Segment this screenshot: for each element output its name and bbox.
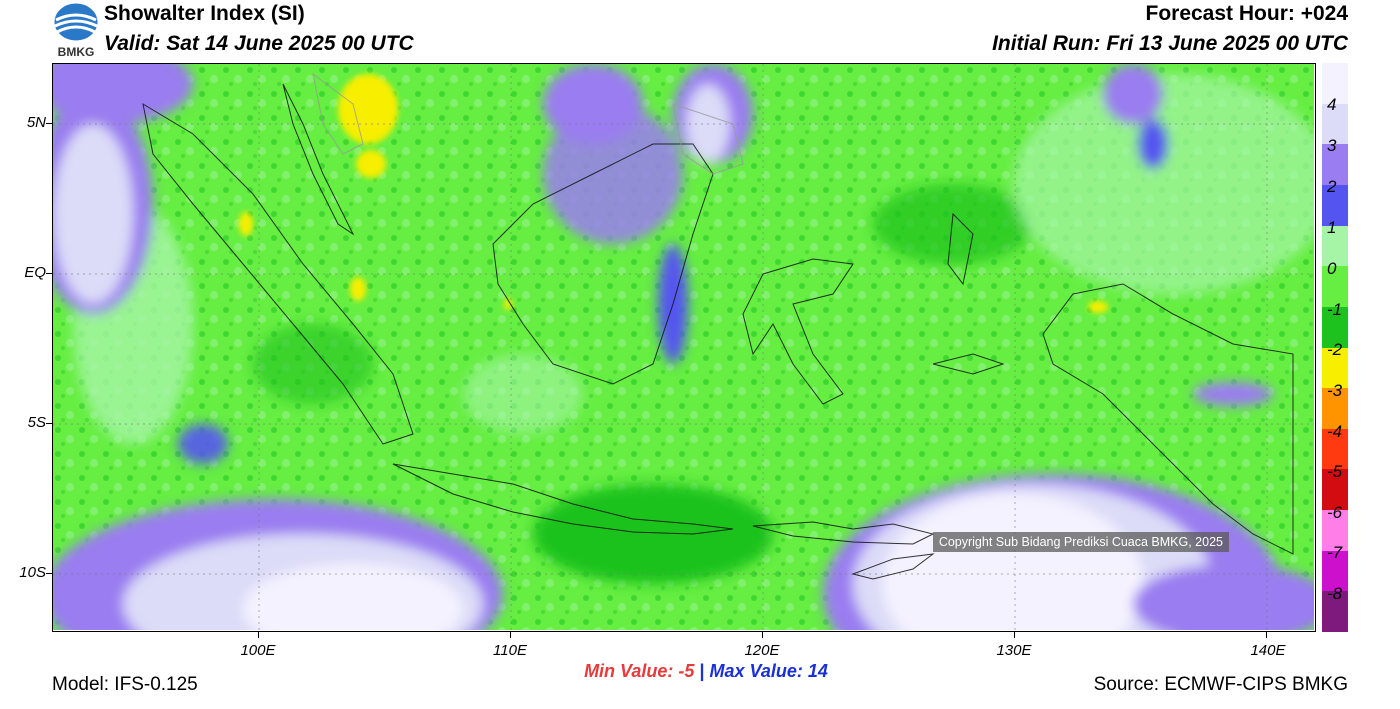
colorbar-label: -4: [1327, 422, 1343, 441]
colorbar-swatch: [1322, 266, 1348, 308]
model-name: Model: IFS-0.125: [52, 674, 198, 695]
x-label-100e: 100E: [240, 642, 276, 659]
colorbar-swatch: [1322, 306, 1348, 348]
colorbar-label: -8: [1327, 584, 1343, 603]
data-source: Source: ECMWF-CIPS BMKG: [1093, 674, 1348, 695]
colorbar-swatch: [1322, 144, 1348, 186]
colorbar-legend: [1322, 63, 1348, 633]
colorbar-label: 3: [1327, 136, 1337, 155]
max-value-label: Max Value:: [709, 661, 803, 681]
colorbar-label: -3: [1327, 381, 1343, 400]
colorbar-swatch: [1322, 103, 1348, 145]
x-tick: [762, 632, 763, 638]
bmkg-logo: BMKG: [52, 2, 100, 59]
colorbar-swatch: [1322, 184, 1348, 227]
colorbar-swatch: [1322, 63, 1348, 105]
colorbar-swatch: [1322, 591, 1348, 633]
x-label-140e: 140E: [1250, 642, 1286, 659]
bmkg-logo-text: BMKG: [58, 45, 95, 58]
min-max-values: Min Value: -5 | Max Value: 14: [0, 661, 1400, 682]
value-separator: |: [699, 661, 705, 681]
y-label-eq: EQ: [24, 264, 46, 281]
colorbar-label: -7: [1327, 543, 1343, 562]
colorbar-swatch: [1322, 347, 1348, 389]
colorbar-label: -1: [1327, 300, 1343, 319]
colorbar-label: 1: [1327, 218, 1337, 237]
colorbar-swatch: [1322, 510, 1348, 552]
x-label-120e: 120E: [744, 642, 780, 659]
forecast-hour: Forecast Hour: +024: [1145, 2, 1349, 25]
colorbar-label: 4: [1327, 95, 1337, 114]
y-label-10s: 10S: [19, 564, 46, 581]
x-tick: [510, 632, 511, 638]
x-label-130e: 130E: [996, 642, 1032, 659]
colorbar-label: 2: [1327, 177, 1337, 196]
min-value: -5: [678, 661, 695, 681]
x-tick: [258, 632, 259, 638]
initial-run: Initial Run: Fri 13 June 2025 00 UTC: [992, 32, 1348, 55]
colorbar-swatch: [1322, 428, 1348, 470]
valid-time: Valid: Sat 14 June 2025 00 UTC: [104, 32, 414, 55]
colorbar-label: -6: [1327, 503, 1343, 522]
x-label-110e: 110E: [493, 642, 527, 659]
showalter-map: Copyright Sub Bidang Prediksi Cuaca BMKG…: [52, 63, 1316, 632]
y-tick: [46, 273, 52, 274]
colorbar-swatch: [1322, 469, 1348, 511]
y-tick: [46, 423, 52, 424]
colorbar-label: -5: [1327, 462, 1343, 481]
colorbar-swatch: [1322, 550, 1348, 592]
colorbar-label: -2: [1327, 340, 1343, 359]
y-tick: [46, 123, 52, 124]
min-value-label: Min Value:: [584, 661, 674, 681]
x-tick: [1014, 632, 1015, 638]
colorbar-swatch: [1322, 388, 1348, 430]
map-title: Showalter Index (SI): [104, 2, 305, 25]
x-tick: [1266, 632, 1267, 638]
copyright-note: Copyright Sub Bidang Prediksi Cuaca BMKG…: [932, 532, 1229, 552]
y-tick: [46, 573, 52, 574]
y-label-5s: 5S: [27, 414, 46, 431]
colorbar-swatch: [1322, 225, 1348, 267]
y-label-5n: 5N: [26, 114, 46, 131]
colorbar-label: 0: [1327, 259, 1337, 278]
max-value: 14: [807, 661, 828, 681]
